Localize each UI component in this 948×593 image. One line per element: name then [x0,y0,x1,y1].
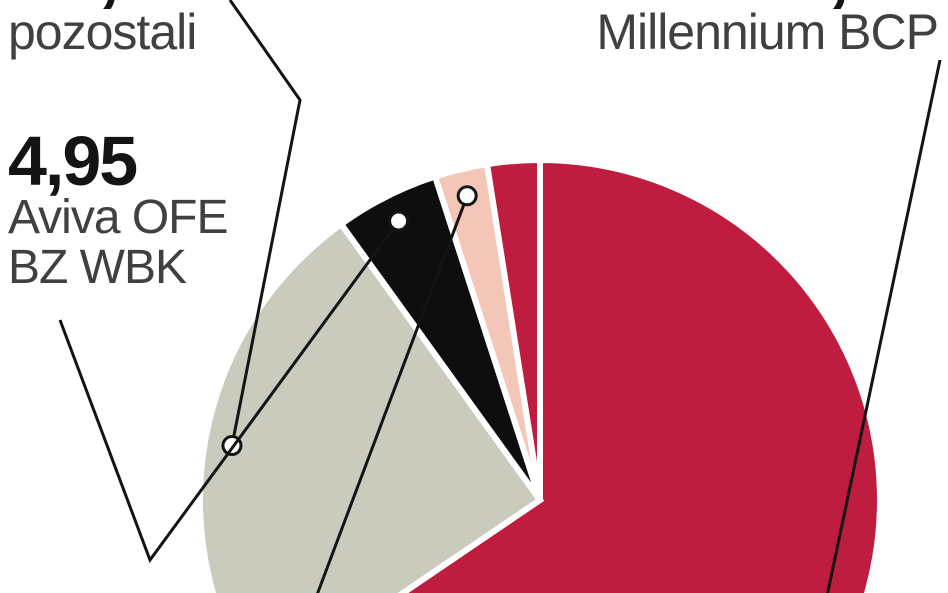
chart-stage: 24,55 pozostali 65,51 Millennium BCP 4,9… [0,0,948,593]
pie-chart [0,0,948,593]
